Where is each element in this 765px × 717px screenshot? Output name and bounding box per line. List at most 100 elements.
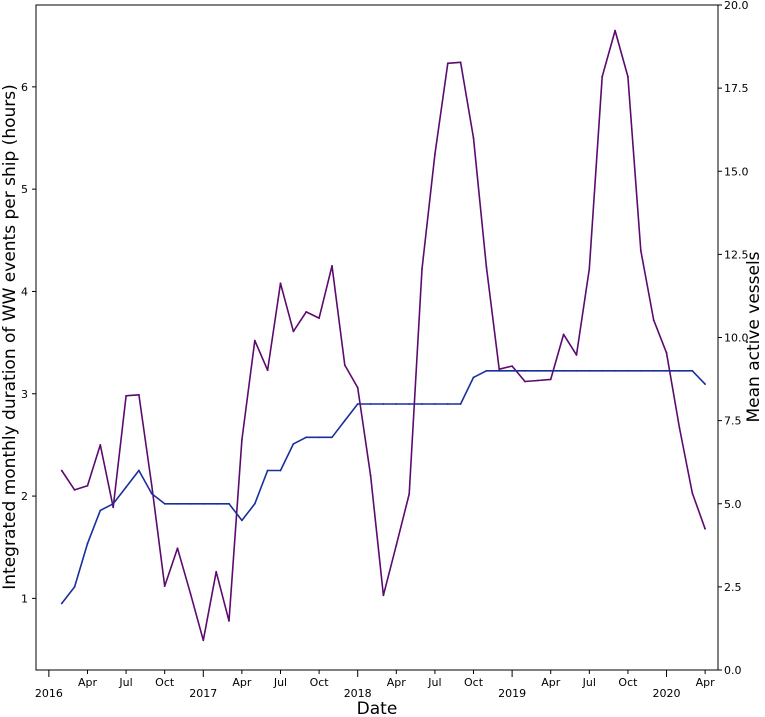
data-point-right-axis [292, 443, 295, 445]
data-point-left-axis [524, 380, 526, 383]
data-point-left-axis [331, 265, 333, 267]
data-point-right-axis [112, 502, 115, 505]
data-point-left-axis [228, 620, 230, 622]
x-tick-label: Oct [155, 676, 175, 689]
data-point-right-axis [176, 502, 179, 505]
data-point-left-axis [112, 506, 115, 509]
data-point-left-axis [459, 61, 462, 64]
data-point-left-axis [511, 365, 513, 367]
data-point-right-axis [86, 542, 89, 545]
data-point-right-axis [498, 369, 501, 372]
data-point-right-axis [343, 419, 346, 422]
data-point-left-axis [215, 570, 218, 573]
data-point-right-axis [511, 369, 513, 372]
data-point-left-axis [498, 368, 501, 371]
data-point-right-axis [614, 369, 616, 372]
data-point-right-axis [331, 436, 333, 439]
series-layer [60, 29, 706, 642]
data-point-right-axis [241, 519, 243, 522]
data-point-left-axis [189, 592, 192, 595]
data-point-left-axis [356, 386, 359, 389]
data-point-left-axis [343, 364, 346, 366]
data-point-left-axis [652, 319, 655, 321]
right-y-tick-label: 12.5 [724, 248, 749, 261]
data-point-right-axis [652, 369, 655, 372]
data-point-right-axis [60, 602, 63, 605]
data-point-left-axis [99, 444, 102, 446]
data-point-right-axis [356, 403, 359, 405]
right-y-tick-label: 15.0 [724, 165, 749, 178]
data-point-left-axis [601, 75, 604, 78]
right-y-tick-label: 5.0 [724, 498, 742, 511]
data-point-left-axis [639, 249, 642, 252]
data-point-left-axis [292, 330, 295, 333]
x-tick-label: Apr [387, 676, 407, 689]
data-point-right-axis [472, 376, 475, 379]
data-point-right-axis [318, 436, 320, 439]
data-point-left-axis [562, 333, 565, 336]
x-tick-label: Jul [582, 676, 596, 689]
data-point-right-axis [562, 369, 565, 372]
left-y-axis-title: Integrated monthly duration of WW events… [0, 84, 20, 589]
data-point-left-axis [691, 492, 694, 494]
data-point-left-axis [536, 379, 539, 382]
left-y-tick-label: 5 [21, 183, 28, 196]
right-y-tick-label: 10.0 [724, 332, 749, 345]
data-point-right-axis [588, 369, 591, 372]
data-point-right-axis [228, 502, 230, 505]
data-point-left-axis [318, 317, 320, 319]
x-tick-label: 2019 [498, 687, 526, 700]
data-point-right-axis [382, 403, 385, 405]
data-point-right-axis [73, 586, 76, 588]
data-point-right-axis [189, 502, 192, 505]
data-point-right-axis [434, 403, 436, 405]
data-point-right-axis [150, 492, 153, 495]
data-point-left-axis [60, 469, 63, 472]
data-point-left-axis [434, 153, 436, 156]
data-point-left-axis [86, 484, 89, 487]
data-point-right-axis [369, 403, 372, 405]
data-point-left-axis [253, 339, 256, 342]
data-point-right-axis [279, 469, 282, 472]
ticks-layer: 1 2 3 4 5 6 0.0 2.5 5.0 7.5 10.0 12.5 15.0 17.5 20.0 20… [21, 0, 749, 700]
data-point-right-axis [678, 369, 681, 372]
data-point-left-axis [627, 75, 629, 78]
data-point-left-axis [125, 394, 127, 397]
x-tick-label: 2018 [344, 687, 372, 700]
x-tick-label: Apr [78, 676, 98, 689]
data-point-left-axis [369, 474, 372, 477]
data-point-left-axis [472, 137, 475, 139]
x-tick-label: Jul [427, 676, 441, 689]
data-point-left-axis [665, 351, 668, 354]
x-tick-label: Jul [273, 676, 287, 689]
x-tick-label: Oct [618, 676, 638, 689]
data-point-right-axis [202, 502, 205, 505]
data-point-left-axis [305, 311, 308, 313]
data-point-right-axis [253, 502, 256, 505]
x-tick-label: 2016 [35, 687, 63, 700]
data-point-right-axis [665, 369, 668, 372]
data-point-left-axis [678, 426, 681, 429]
x-tick-label: Oct [464, 676, 484, 689]
data-point-right-axis [524, 369, 526, 372]
data-point-right-axis [459, 403, 462, 405]
data-point-left-axis [588, 268, 591, 270]
x-tick-label: Oct [310, 676, 330, 689]
left-y-tick-label: 3 [21, 388, 28, 401]
data-point-right-axis [421, 403, 423, 405]
data-point-left-axis [73, 489, 76, 491]
data-point-left-axis [266, 369, 269, 372]
data-point-left-axis [549, 378, 552, 381]
data-point-right-axis [266, 469, 269, 472]
data-point-left-axis [575, 354, 578, 356]
data-point-left-axis [279, 282, 282, 285]
plot-area-frame [35, 4, 719, 671]
left-y-tick-label: 1 [21, 592, 28, 605]
x-tick-label: Apr [232, 676, 252, 689]
data-point-left-axis [163, 585, 166, 587]
data-point-left-axis [382, 594, 385, 597]
data-point-right-axis [485, 369, 488, 372]
data-point-right-axis [138, 469, 140, 472]
data-point-left-axis [704, 527, 706, 530]
